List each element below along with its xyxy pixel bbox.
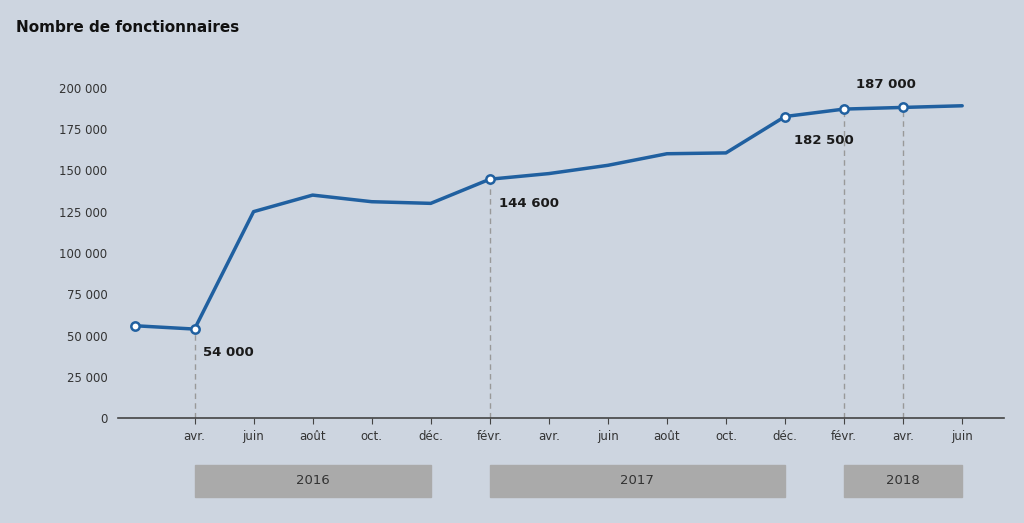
Text: 2017: 2017 — [621, 474, 654, 487]
Text: 187 000: 187 000 — [856, 78, 915, 91]
Text: 2016: 2016 — [296, 474, 330, 487]
Text: 144 600: 144 600 — [499, 197, 559, 210]
Text: 182 500: 182 500 — [794, 134, 854, 147]
Text: 54 000: 54 000 — [204, 346, 254, 359]
Text: 2018: 2018 — [886, 474, 920, 487]
FancyBboxPatch shape — [844, 464, 963, 497]
FancyBboxPatch shape — [195, 464, 431, 497]
FancyBboxPatch shape — [489, 464, 785, 497]
Text: Nombre de fonctionnaires: Nombre de fonctionnaires — [16, 20, 240, 35]
